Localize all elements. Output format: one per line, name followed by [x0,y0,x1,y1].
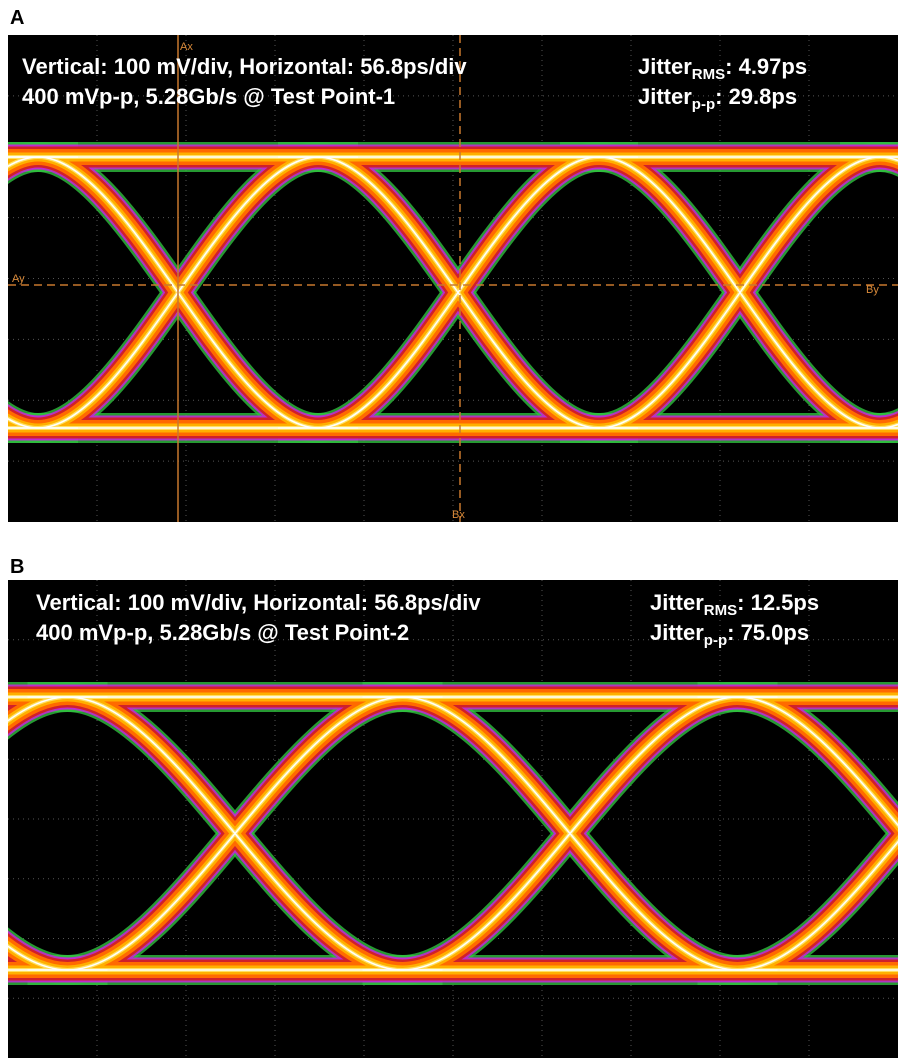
jitter-subscript: p-p [692,96,715,113]
jitter-number: : 75.0ps [727,620,809,645]
cursor-label: Ax [180,41,193,53]
jitter-value: Jitterp-p: 29.8ps [638,84,797,113]
cursor-label: Bx [452,509,465,521]
jitter-subscript: RMS [704,602,737,619]
jitter-number: : 4.97ps [725,54,807,79]
jitter-label: Jitter [638,54,692,79]
jitter-number: : 12.5ps [737,590,819,615]
jitter-number: : 29.8ps [715,84,797,109]
scope-settings: 400 mVp-p, 5.28Gb/s @ Test Point-1 [22,84,395,109]
jitter-subscript: RMS [692,66,725,83]
cursor-label: By [866,284,879,296]
jitter-label: Jitter [638,84,692,109]
jitter-value: Jitterp-p: 75.0ps [650,620,809,649]
jitter-label: Jitter [650,590,704,615]
scope-settings: 400 mVp-p, 5.28Gb/s @ Test Point-2 [36,620,409,645]
cursor-label: Ay [12,273,25,285]
scope-settings: Vertical: 100 mV/div, Horizontal: 56.8ps… [36,590,481,615]
panel-label: B [10,556,24,578]
jitter-label: Jitter [650,620,704,645]
scope-settings: Vertical: 100 mV/div, Horizontal: 56.8ps… [22,54,467,79]
jitter-subscript: p-p [704,632,727,649]
panel-label: A [10,7,24,29]
figure: A B Ax Ay Bx By Vertical: 100 mV/div, Horizo… [0,0,905,1058]
